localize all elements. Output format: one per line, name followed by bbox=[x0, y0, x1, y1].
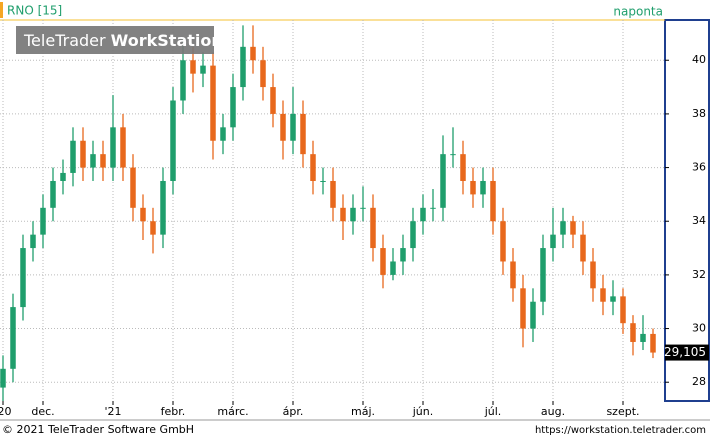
y-tick-label: 32 bbox=[692, 268, 706, 281]
candle-body bbox=[100, 154, 106, 168]
candle-body bbox=[380, 248, 386, 275]
candle-body bbox=[540, 248, 546, 302]
chart-title: RNO [15] bbox=[7, 4, 62, 18]
watermark: TeleTrader WorkStation bbox=[23, 31, 223, 50]
candle-body bbox=[50, 180, 56, 208]
candle-body bbox=[400, 248, 406, 262]
x-tick-label: jún. bbox=[412, 405, 434, 418]
candle-body bbox=[330, 180, 336, 208]
candle-body bbox=[110, 127, 116, 168]
candle-body bbox=[550, 234, 556, 249]
candle-body bbox=[590, 261, 596, 289]
candle-body bbox=[560, 221, 566, 235]
period-label: naponta bbox=[613, 5, 663, 19]
candle-body bbox=[300, 113, 306, 155]
candle-body bbox=[320, 180, 326, 182]
candle-body bbox=[140, 207, 146, 222]
candle-body bbox=[650, 333, 656, 353]
candle-body bbox=[90, 154, 96, 168]
candle-body bbox=[220, 127, 226, 141]
candle-body bbox=[390, 261, 396, 275]
x-tick-label: júl. bbox=[484, 405, 502, 418]
x-tick-label: '21 bbox=[104, 405, 121, 418]
x-tick-label: febr. bbox=[161, 405, 186, 418]
footer-url: https://workstation.teletrader.com bbox=[535, 425, 706, 436]
candle-body bbox=[160, 180, 166, 235]
candle-body bbox=[200, 65, 206, 74]
candle-body bbox=[240, 46, 246, 88]
candle-body bbox=[250, 46, 256, 61]
candle-body bbox=[270, 87, 276, 114]
candle-body bbox=[470, 180, 476, 195]
candle-body bbox=[260, 60, 266, 88]
x-tick-label: máj. bbox=[351, 405, 375, 418]
x-tick-label: márc. bbox=[217, 405, 248, 418]
candle-body bbox=[20, 248, 26, 308]
y-tick-label: 28 bbox=[692, 375, 706, 388]
candle-body bbox=[370, 207, 376, 249]
candle-body bbox=[520, 288, 526, 329]
candle-body bbox=[280, 113, 286, 141]
candle-body bbox=[10, 307, 16, 369]
y-tick-label: 38 bbox=[692, 107, 706, 120]
candle-body bbox=[500, 221, 506, 262]
y-tick-label: 40 bbox=[692, 53, 706, 66]
x-tick-label: '20 bbox=[0, 405, 12, 418]
candle-body bbox=[510, 261, 516, 289]
candle-body bbox=[290, 113, 296, 141]
candle-body bbox=[230, 87, 236, 128]
candle-body bbox=[530, 301, 536, 329]
candle-body bbox=[360, 207, 366, 209]
candle-body bbox=[30, 234, 36, 249]
candle-body bbox=[450, 154, 456, 156]
candle-body bbox=[340, 207, 346, 222]
footer-copyright: © 2021 TeleTrader Software GmbH bbox=[2, 423, 194, 436]
candle-body bbox=[620, 296, 626, 324]
candle-body bbox=[610, 296, 616, 302]
candle-body bbox=[600, 288, 606, 302]
candle-body bbox=[490, 180, 496, 222]
candle-body bbox=[580, 234, 586, 262]
candle-body bbox=[70, 140, 76, 173]
candle-body bbox=[440, 154, 446, 208]
candle-body bbox=[630, 323, 636, 342]
candle-body bbox=[170, 100, 176, 181]
candle-body bbox=[40, 207, 46, 235]
candle-body bbox=[640, 333, 646, 342]
candle-body bbox=[130, 167, 136, 208]
last-price-box bbox=[665, 344, 709, 361]
candle-body bbox=[190, 60, 196, 74]
candle-body bbox=[60, 172, 66, 181]
last-price-label: 29,105 bbox=[664, 345, 706, 359]
candle-body bbox=[420, 207, 426, 222]
candle-body bbox=[120, 127, 126, 168]
x-tick-label: aug. bbox=[541, 405, 565, 418]
candle-body bbox=[80, 140, 86, 168]
candle-body bbox=[430, 207, 436, 209]
candle-body bbox=[150, 221, 156, 235]
candle-body bbox=[460, 154, 466, 181]
candle-body bbox=[350, 207, 356, 222]
candle-body bbox=[480, 180, 486, 195]
y-tick-label: 34 bbox=[692, 214, 706, 227]
title-marker bbox=[0, 2, 3, 18]
y-axis-box bbox=[664, 19, 710, 402]
y-tick-label: 36 bbox=[692, 161, 706, 174]
candle-body bbox=[310, 154, 316, 181]
y-tick-label: 30 bbox=[692, 322, 706, 335]
candle-body bbox=[0, 368, 6, 388]
x-tick-label: ápr. bbox=[283, 405, 304, 418]
candle-body bbox=[410, 221, 416, 249]
candle-body bbox=[210, 65, 216, 141]
candle-body bbox=[570, 221, 576, 235]
candle-body bbox=[180, 60, 186, 101]
x-tick-label: dec. bbox=[31, 405, 54, 418]
watermark-box bbox=[16, 26, 214, 54]
x-tick-label: szept. bbox=[606, 405, 639, 418]
